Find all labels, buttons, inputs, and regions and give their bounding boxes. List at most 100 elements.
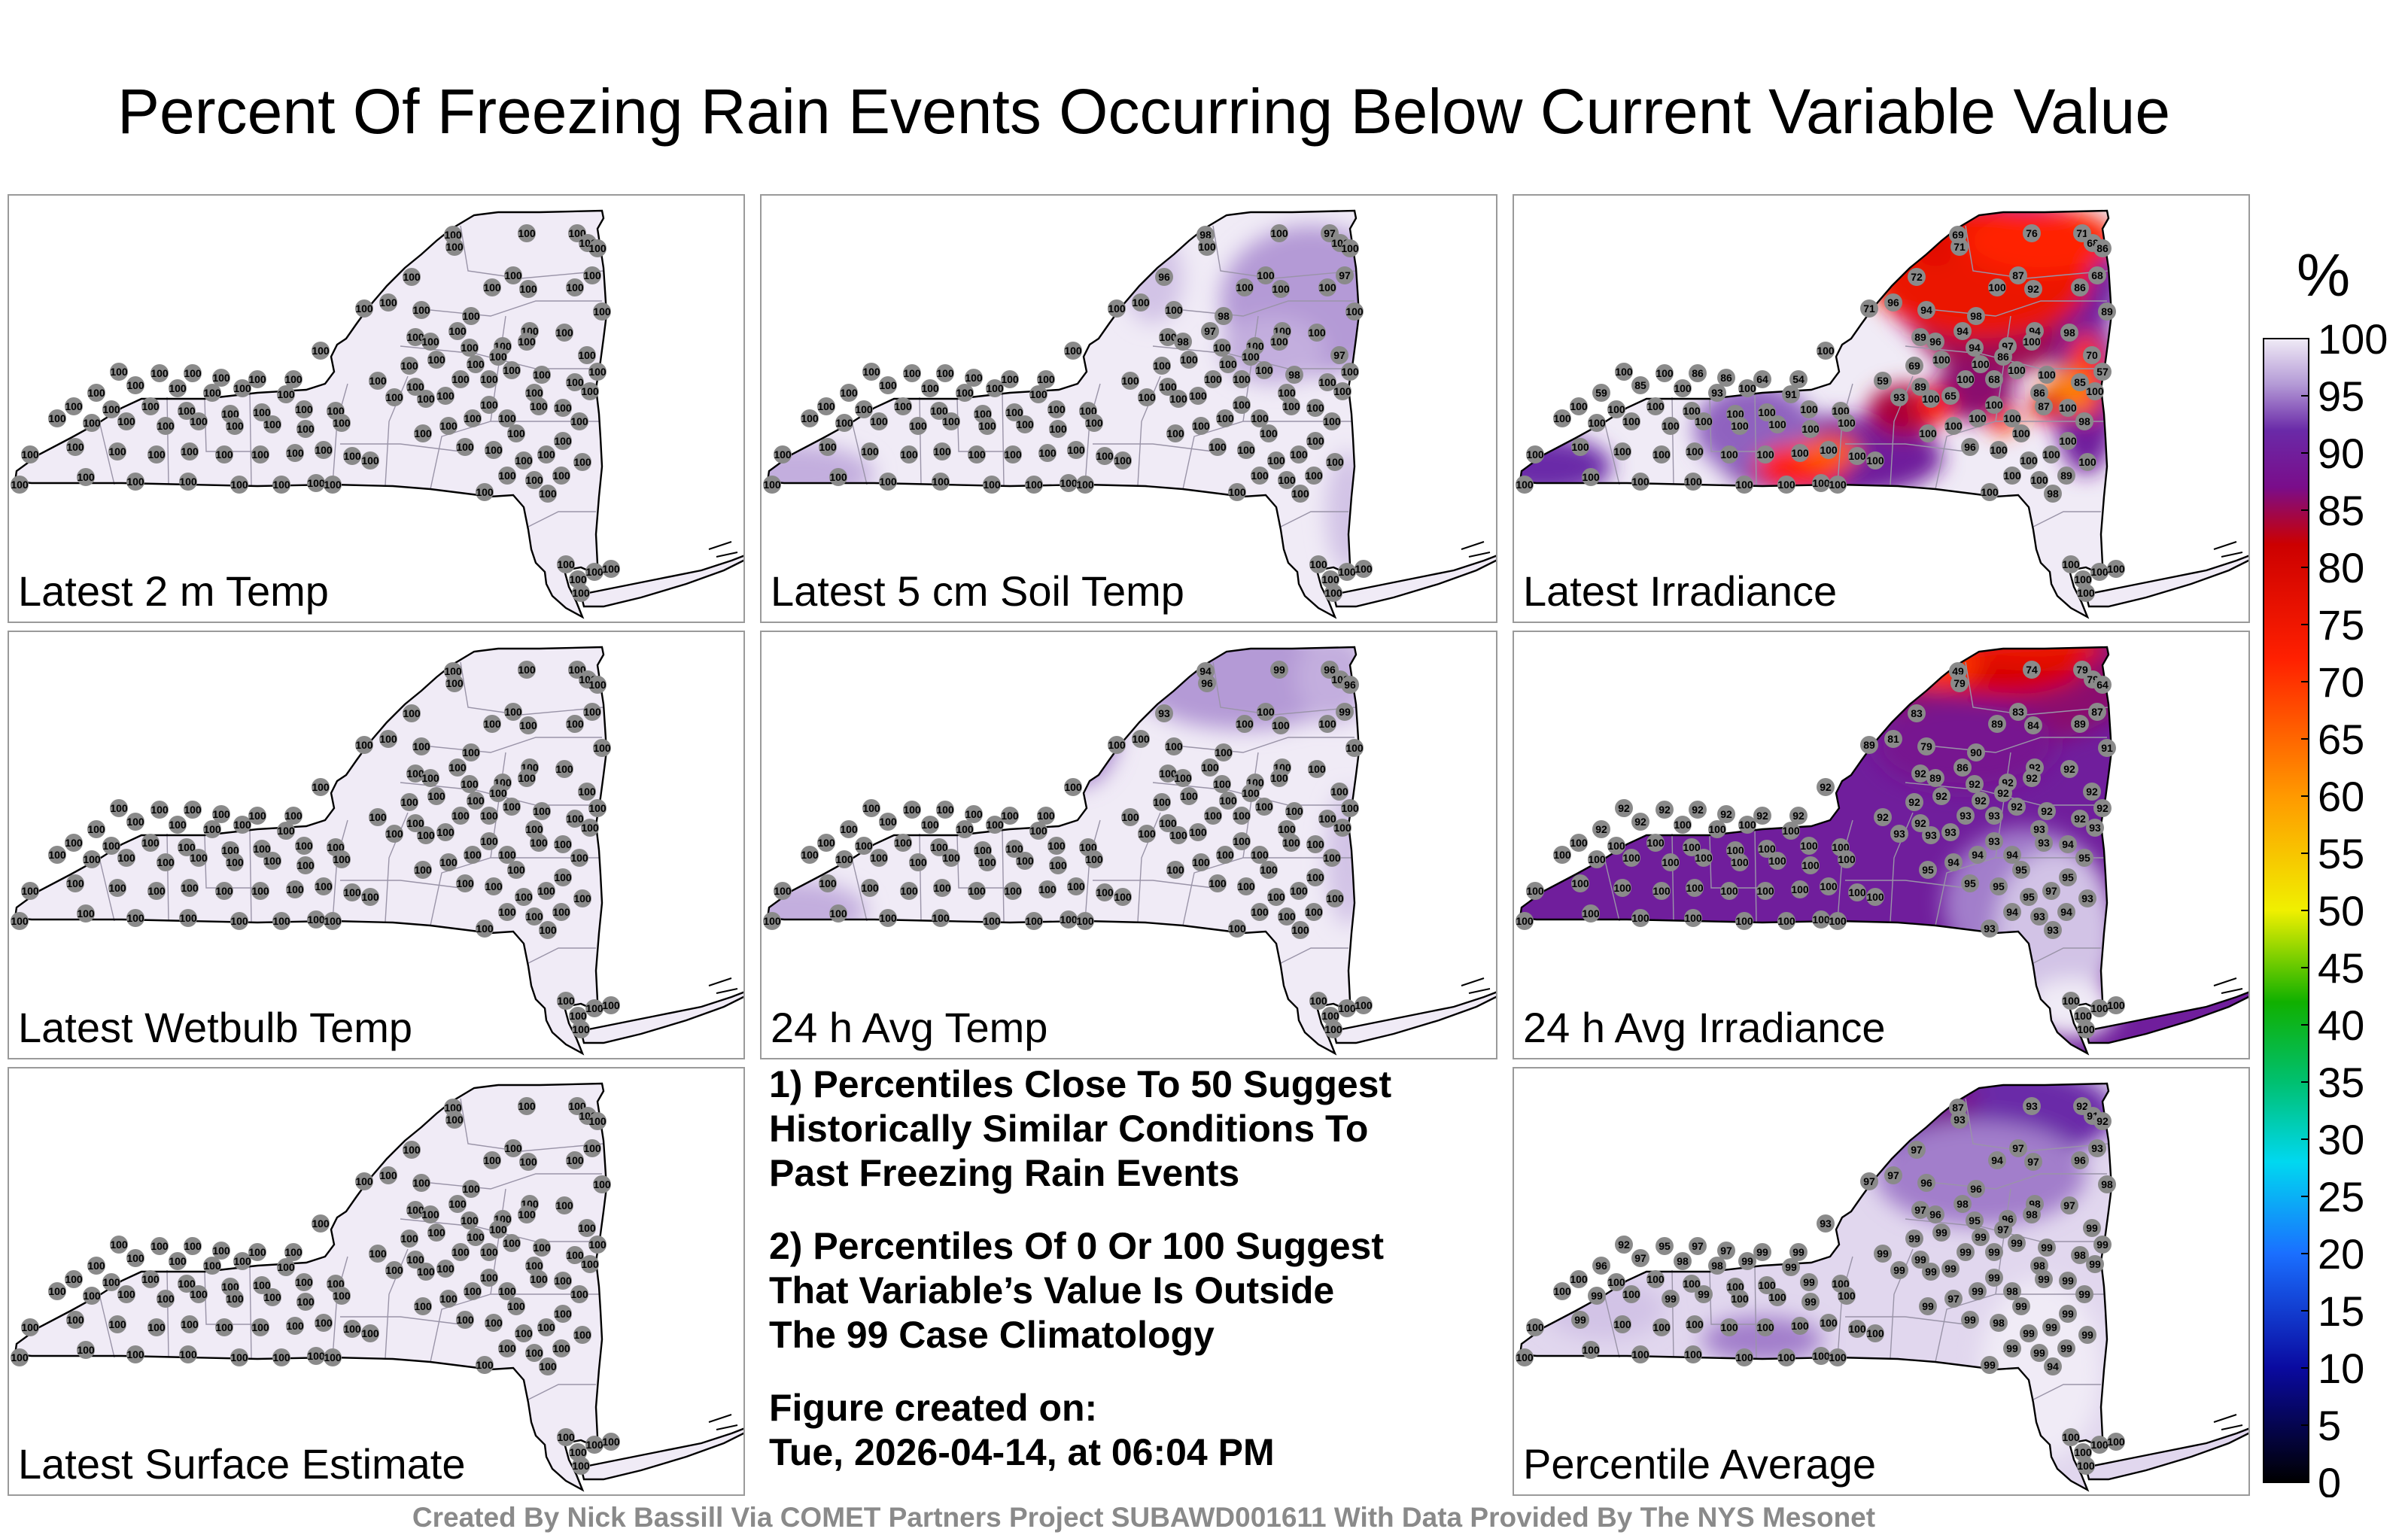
station-dot: [2077, 1020, 2095, 1038]
station-value: 100: [507, 427, 525, 439]
station-dot: [427, 351, 445, 369]
station-value: 100: [1323, 415, 1341, 427]
station-marker: 100: [2059, 399, 2077, 417]
station-value: 92: [2096, 1115, 2109, 1127]
station-dot: [87, 384, 105, 402]
station-marker: 100: [518, 333, 536, 351]
station-value: 100: [1800, 403, 1818, 415]
station-dot: [226, 417, 244, 435]
station-value: 100: [108, 882, 126, 894]
station-value: 100: [819, 877, 837, 889]
station-marker: 100: [448, 322, 467, 340]
station-marker: 100: [1981, 483, 1999, 501]
station-value: 100: [1652, 1321, 1671, 1333]
station-marker: 100: [1213, 775, 1231, 793]
station-dot: [369, 808, 387, 826]
station-value: 100: [602, 1436, 620, 1448]
station-dot: [369, 1245, 387, 1263]
station-dot: [1326, 889, 1344, 907]
station-marker: 86: [1689, 364, 1707, 382]
station-marker: 100: [1768, 1288, 1786, 1306]
station-value: 100: [253, 406, 271, 418]
station-dot: [1874, 808, 1892, 826]
station-marker: 100: [570, 849, 588, 867]
station-value: 100: [1282, 400, 1300, 412]
station-dot: [1683, 402, 1701, 420]
station-marker: 100: [1791, 880, 1809, 898]
station-marker: 100: [315, 441, 333, 459]
station-value: 100: [355, 1175, 373, 1187]
station-value: 100: [593, 305, 611, 318]
station-dot: [1789, 1243, 1808, 1261]
station-marker: 100: [1237, 441, 1255, 459]
station-marker: 100: [1683, 402, 1701, 420]
station-value: 100: [327, 1278, 345, 1290]
station-value: 100: [870, 852, 888, 864]
station-marker: 99: [1981, 1356, 1999, 1374]
station-dot: [530, 397, 548, 415]
station-marker: 89: [2057, 467, 2075, 485]
station-dot: [2088, 266, 2106, 284]
station-value: 100: [272, 1351, 290, 1363]
station-marker: 100: [1866, 451, 1884, 470]
station-value: 98: [2063, 327, 2075, 339]
county-border: [1671, 833, 1674, 922]
station-dot: [1251, 903, 1269, 921]
station-marker: 100: [1180, 351, 1198, 369]
station-marker: 100: [179, 473, 197, 491]
station-dot: [1251, 846, 1269, 864]
station-dot: [1267, 888, 1285, 906]
station-marker: 100: [1324, 1020, 1342, 1038]
station-dot: [1683, 1275, 1701, 1293]
station-marker: 100: [110, 799, 128, 817]
station-value: 100: [1985, 399, 2003, 411]
station-dot: [2075, 412, 2093, 430]
station-marker: 71: [1860, 299, 1878, 318]
station-marker: 100: [539, 485, 557, 503]
station-dot: [417, 390, 435, 408]
station-marker: 100: [102, 400, 120, 418]
station-marker: 94: [1917, 301, 1935, 319]
station-dot: [537, 1318, 555, 1336]
station-value: 100: [2107, 1436, 2125, 1448]
station-dot: [1282, 834, 1300, 852]
station-value: 100: [1800, 840, 1818, 852]
station-marker: 100: [1165, 737, 1183, 755]
station-dot: [2093, 363, 2112, 381]
station-dot: [1800, 400, 1818, 418]
station-marker: 100: [1684, 1345, 1702, 1363]
station-dot: [403, 268, 421, 286]
station-dot: [1926, 1205, 1944, 1223]
station-dot: [1689, 1237, 1707, 1255]
station-marker: 100: [1613, 442, 1631, 460]
station-value: 100: [1571, 441, 1589, 453]
colorbar: 1009590858075706560555045403530252015105…: [2263, 324, 2388, 1497]
station-value: 96: [1964, 441, 1976, 453]
station-value: 100: [566, 813, 584, 825]
station-value: 100: [48, 412, 66, 424]
station-value: 100: [1354, 563, 1373, 575]
station-dot: [930, 402, 948, 420]
station-dot: [1860, 736, 1878, 754]
station-dot: [1662, 853, 1680, 871]
station-marker: 100: [498, 467, 516, 485]
station-marker: 100: [1848, 1320, 1866, 1338]
county-border: [1920, 737, 2107, 753]
station-marker: 100: [421, 333, 439, 351]
station-marker: 100: [1662, 853, 1680, 871]
station-marker: 92: [1874, 808, 1892, 826]
note-1: 1) Percentiles Close To 50 Suggest Histo…: [769, 1062, 1491, 1196]
station-value: 100: [515, 1327, 533, 1339]
station-value: 100: [157, 420, 175, 432]
station-marker: 99: [1890, 1261, 1908, 1279]
station-marker: 100: [333, 1287, 351, 1305]
station-dot: [263, 1288, 281, 1306]
station-marker: 100: [445, 238, 464, 256]
station-dot: [2003, 467, 2021, 485]
station-dot: [557, 1428, 575, 1446]
station-dot: [1652, 882, 1671, 900]
station-dot: [593, 1175, 611, 1193]
station-value: 93: [1820, 1217, 1832, 1230]
station-value: 100: [930, 841, 948, 853]
station-marker: 100: [476, 919, 494, 938]
